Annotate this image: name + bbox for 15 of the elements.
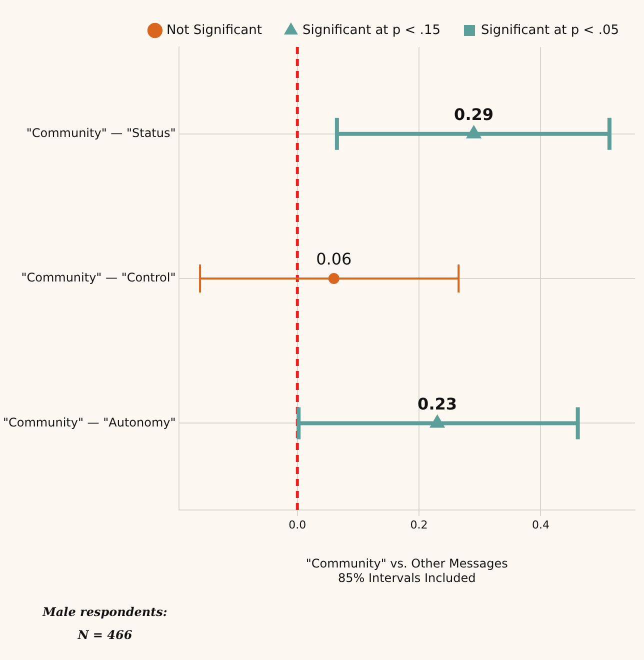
x-tick-label: 0.0 [288, 518, 306, 532]
legend-label: Significant at p < .05 [480, 22, 620, 38]
data-label: 0.29 [454, 104, 494, 124]
x-tick-label: 0.2 [410, 518, 428, 532]
data-label: 0.06 [316, 250, 352, 269]
x-axis-title: "Community" vs. Other Messages 85% Intervals Included [306, 556, 508, 585]
y-tick-label: "Community" — "Status" [26, 126, 176, 140]
text: N = 466 [76, 628, 134, 642]
x-tick-label: 0.4 [532, 518, 550, 532]
legend-label: Not Significant [166, 22, 262, 38]
text: Male respondents: [41, 605, 168, 619]
y-tick-label: "Community" — "Control" [21, 270, 176, 285]
y-tick-label: "Community" — "Autonomy" [2, 415, 176, 430]
data-label: 0.23 [418, 394, 458, 414]
legend-label: Significant at p < .15 [302, 22, 440, 38]
